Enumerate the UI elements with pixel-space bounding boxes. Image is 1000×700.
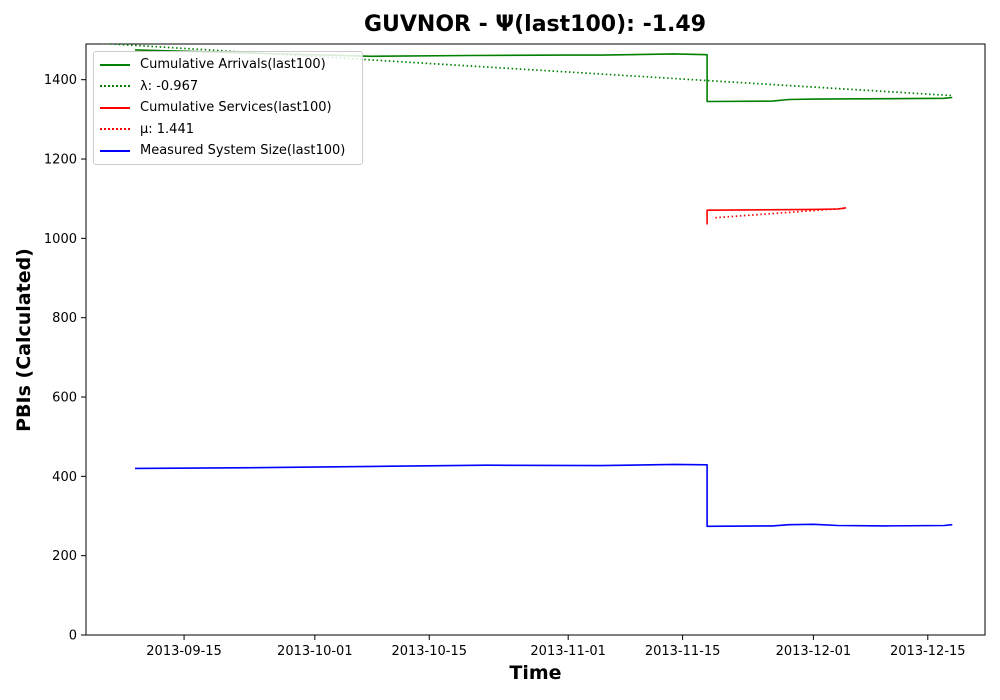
legend-swatch [100, 106, 130, 109]
series-line-3 [715, 207, 847, 219]
y-axis-label: PBIs (Calculated) [13, 248, 35, 432]
x-tick-label: 2013-09-15 [146, 644, 222, 659]
legend-label: μ: 1.441 [140, 121, 194, 137]
legend-item: Cumulative Services(last100) [94, 97, 362, 119]
y-tick-label: 1400 [44, 73, 77, 88]
x-tick: 2013-09-15 [146, 635, 222, 659]
y-tick: 1400 [44, 73, 86, 88]
x-tick-label: 2013-10-01 [277, 644, 353, 659]
x-tick: 2013-11-01 [530, 635, 606, 659]
legend-swatch [100, 63, 130, 66]
y-tick-label: 400 [52, 470, 77, 485]
y-tick-label: 1200 [44, 153, 77, 168]
x-tick: 2013-10-15 [391, 635, 467, 659]
legend-swatch [100, 85, 130, 88]
legend-item: μ: 1.441 [94, 119, 362, 141]
x-axis: 2013-09-15 2013-10-01 2013-10-15 2013-11-01… [146, 635, 966, 659]
y-tick-label: 1000 [44, 232, 77, 247]
legend-swatch [100, 149, 130, 152]
y-tick: 400 [52, 470, 86, 485]
y-tick: 600 [52, 391, 86, 406]
legend-label: Cumulative Arrivals(last100) [140, 57, 326, 73]
series-line-4 [134, 463, 953, 528]
series-line-0 [134, 49, 953, 103]
x-tick-label: 2013-11-15 [645, 644, 721, 659]
y-tick: 800 [52, 311, 86, 326]
x-tick-label: 2013-12-01 [776, 644, 852, 659]
y-tick: 1200 [44, 153, 86, 168]
x-axis-label: Time [509, 662, 562, 684]
y-tick-label: 600 [52, 391, 77, 406]
legend-label: λ: -0.967 [140, 78, 199, 94]
x-tick: 2013-12-15 [890, 635, 966, 659]
x-tick-label: 2013-11-01 [530, 644, 606, 659]
y-tick: 1000 [44, 232, 86, 247]
legend-item: Measured System Size(last100) [94, 140, 362, 162]
legend-label: Measured System Size(last100) [140, 143, 346, 159]
legend-item: λ: -0.967 [94, 76, 362, 98]
x-tick-label: 2013-12-15 [890, 644, 966, 659]
legend-swatch [100, 128, 130, 131]
x-tick: 2013-12-01 [776, 635, 852, 659]
legend-item: Cumulative Arrivals(last100) [94, 54, 362, 76]
x-tick: 2013-10-01 [277, 635, 353, 659]
x-tick-label: 2013-10-15 [391, 644, 467, 659]
y-tick: 200 [52, 549, 86, 564]
y-tick-label: 0 [69, 629, 77, 644]
y-axis: 0 200 400 600 800 1000 1200 1400 [44, 73, 86, 644]
legend: Cumulative Arrivals(last100) λ: -0.967 Cum… [93, 51, 363, 165]
y-tick-label: 200 [52, 549, 77, 564]
y-tick: 0 [69, 629, 86, 644]
y-tick-label: 800 [52, 311, 77, 326]
legend-label: Cumulative Services(last100) [140, 100, 332, 116]
chart-title: GUVNOR - Ψ(last100): -1.49 [363, 12, 707, 37]
x-tick: 2013-11-15 [645, 635, 721, 659]
